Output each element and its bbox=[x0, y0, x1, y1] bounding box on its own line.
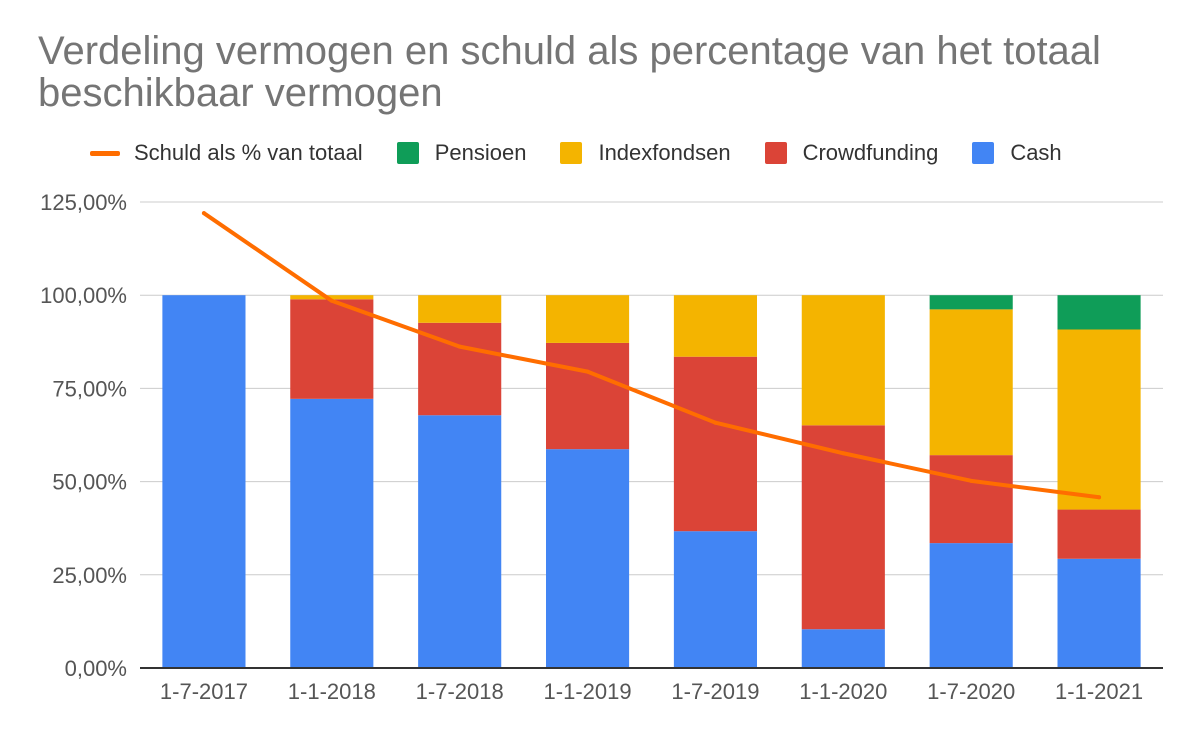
bar-crowdfunding[interactable] bbox=[673, 356, 757, 532]
legend-swatch-schuld bbox=[90, 150, 120, 156]
legend-item-schuld[interactable]: Schuld als % van totaal bbox=[90, 140, 363, 166]
bar-indexfondsen[interactable] bbox=[418, 295, 502, 323]
bar-indexfondsen[interactable] bbox=[1057, 329, 1141, 510]
legend-item-crowdfunding[interactable]: Crowdfunding bbox=[764, 140, 939, 166]
bar-pensioen[interactable] bbox=[1057, 295, 1141, 330]
bar-crowdfunding[interactable] bbox=[801, 425, 885, 630]
legend-label-schuld: Schuld als % van totaal bbox=[134, 140, 363, 165]
line-point-schuld[interactable] bbox=[201, 211, 206, 216]
line-point-schuld[interactable] bbox=[585, 369, 590, 374]
legend-swatch-cash bbox=[972, 142, 995, 164]
bar-cash[interactable] bbox=[162, 295, 246, 668]
line-point-schuld[interactable] bbox=[841, 451, 846, 456]
bar-indexfondsen[interactable] bbox=[673, 295, 757, 357]
line-point-schuld[interactable] bbox=[329, 298, 334, 303]
bar-cash[interactable] bbox=[1057, 558, 1141, 668]
legend-item-cash[interactable]: Cash bbox=[972, 140, 1062, 166]
bar-crowdfunding[interactable] bbox=[290, 299, 374, 399]
bar-indexfondsen[interactable] bbox=[801, 295, 885, 426]
legend-item-pensioen[interactable]: Pensioen bbox=[396, 140, 527, 166]
bar-indexfondsen[interactable] bbox=[929, 309, 1013, 456]
bar-crowdfunding[interactable] bbox=[929, 455, 1013, 544]
line-point-schuld[interactable] bbox=[1097, 495, 1102, 500]
x-tick-label: 1-1-2020 bbox=[799, 679, 887, 704]
bar-cash[interactable] bbox=[673, 531, 757, 668]
y-tick-label: 75,00% bbox=[52, 376, 127, 401]
x-tick-label: 1-7-2018 bbox=[416, 679, 504, 704]
line-schuld-als-percentage[interactable] bbox=[201, 211, 1102, 500]
x-tick-label: 1-7-2020 bbox=[927, 679, 1015, 704]
bar-cash[interactable] bbox=[801, 629, 885, 668]
x-tick-label: 1-7-2017 bbox=[160, 679, 248, 704]
bar-cash[interactable] bbox=[546, 449, 630, 668]
x-tick-label: 1-1-2019 bbox=[544, 679, 632, 704]
chart-title: Verdeling vermogen en schuld als percent… bbox=[38, 29, 1101, 115]
x-tick-label: 1-1-2018 bbox=[288, 679, 376, 704]
bar-pensioen[interactable] bbox=[929, 295, 1013, 310]
legend-label-indexfondsen: Indexfondsen bbox=[598, 140, 731, 165]
legend-swatch-crowdfunding bbox=[764, 142, 787, 164]
legend-label-cash: Cash bbox=[1010, 140, 1062, 165]
chart-legend: Schuld als % van totaal Pensioen Indexfo… bbox=[90, 138, 1062, 168]
bar-indexfondsen[interactable] bbox=[290, 295, 374, 300]
bar-cash[interactable] bbox=[929, 543, 1013, 668]
y-tick-label: 25,00% bbox=[52, 563, 127, 588]
y-tick-label: 100,00% bbox=[40, 283, 127, 308]
y-tick-label: 125,00% bbox=[40, 190, 127, 215]
bar-cash[interactable] bbox=[418, 415, 502, 668]
legend-swatch-pensioen bbox=[396, 142, 419, 164]
y-tick-label: 50,00% bbox=[52, 470, 127, 495]
legend-swatch-indexfondsen bbox=[560, 142, 583, 164]
y-tick-label: 0,00% bbox=[65, 656, 127, 681]
bar-indexfondsen[interactable] bbox=[546, 295, 630, 343]
legend-label-crowdfunding: Crowdfunding bbox=[802, 140, 939, 165]
line-point-schuld[interactable] bbox=[713, 420, 718, 425]
line-point-schuld[interactable] bbox=[969, 478, 974, 483]
x-tick-label: 1-7-2019 bbox=[671, 679, 759, 704]
bar-cash[interactable] bbox=[290, 398, 374, 668]
x-tick-label: 1-1-2021 bbox=[1055, 679, 1143, 704]
bar-crowdfunding[interactable] bbox=[1057, 509, 1141, 559]
bar-crowdfunding[interactable] bbox=[546, 342, 630, 450]
line-point-schuld[interactable] bbox=[457, 344, 462, 349]
legend-item-indexfondsen[interactable]: Indexfondsen bbox=[560, 140, 731, 166]
legend-label-pensioen: Pensioen bbox=[434, 140, 527, 165]
